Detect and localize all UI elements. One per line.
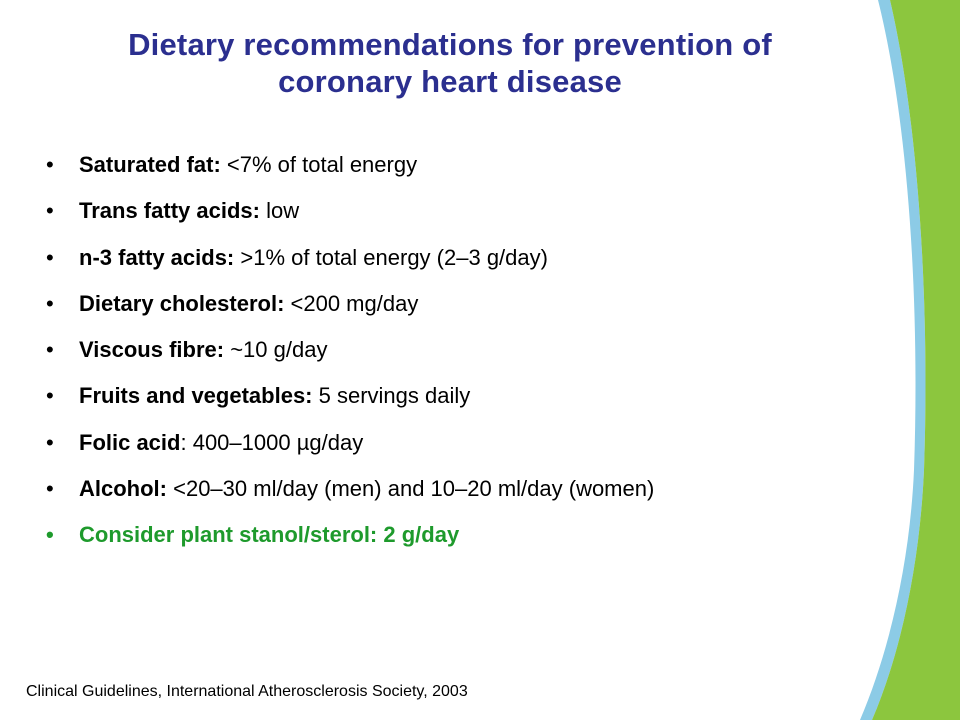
- item-value: >1% of total energy (2–3 g/day): [234, 244, 548, 270]
- bullet-icon: •: [46, 337, 54, 363]
- item-value: <20–30 ml/day (men) and 10–20 ml/day (wo…: [167, 476, 655, 502]
- item-label: Consider plant stanol/sterol: 2 g/day: [79, 522, 460, 548]
- item-label: Viscous fibre:: [79, 337, 225, 363]
- item-value: <7% of total energy: [220, 152, 418, 177]
- recommendation-list: • Saturated fat: <7% of total energy • Tra…: [46, 146, 866, 563]
- item-value: ~10 g/day: [224, 337, 328, 363]
- item-label: Fruits and vegetables:: [79, 383, 313, 409]
- slide-title: Dietary recommendations for prevention o…: [60, 26, 840, 100]
- item-label: Saturated fat:: [79, 152, 221, 177]
- slide-title-line-2: coronary heart disease: [278, 64, 622, 99]
- item-value: 5 servings daily: [312, 383, 471, 409]
- bullet-icon: •: [46, 383, 54, 409]
- item-label: Folic acid: [79, 429, 181, 455]
- list-item: • n-3 fatty acids: >1% of total energy (2…: [46, 239, 866, 285]
- list-item: • Folic acid: 400–1000 µg/day: [46, 424, 866, 470]
- bullet-icon: •: [46, 476, 54, 502]
- blue-stripe: [860, 0, 926, 720]
- bullet-icon: •: [46, 198, 54, 224]
- bullet-icon: •: [46, 152, 54, 177]
- list-item: • Saturated fat: <7% of total energy: [46, 146, 866, 192]
- item-label: Dietary cholesterol:: [79, 290, 285, 316]
- list-item: • Fruits and vegetables: 5 servings daily: [46, 377, 866, 423]
- source-citation: Clinical Guidelines, International Ather…: [26, 683, 468, 700]
- list-item: • Alcohol: <20–30 ml/day (men) and 10–20 …: [46, 470, 866, 516]
- item-value: <200 mg/day: [284, 290, 419, 316]
- green-stripe: [872, 0, 960, 720]
- item-label: Trans fatty acids:: [79, 198, 260, 224]
- bullet-icon: •: [46, 522, 54, 548]
- list-item: • Trans fatty acids: low: [46, 192, 866, 238]
- bullet-icon: •: [46, 244, 54, 270]
- item-value: low: [259, 198, 300, 224]
- list-item: • Viscous fibre: ~10 g/day: [46, 331, 866, 377]
- bullet-icon: •: [46, 429, 54, 455]
- list-item-highlight: • Consider plant stanol/sterol: 2 g/day: [46, 516, 866, 562]
- bullet-icon: •: [46, 290, 54, 316]
- item-label: Alcohol:: [79, 476, 167, 502]
- list-item: • Dietary cholesterol: <200 mg/day: [46, 285, 866, 331]
- item-value: : 400–1000 µg/day: [180, 429, 364, 455]
- slide-title-line-1: Dietary recommendations for prevention o…: [128, 27, 772, 62]
- item-label: n-3 fatty acids:: [79, 244, 235, 270]
